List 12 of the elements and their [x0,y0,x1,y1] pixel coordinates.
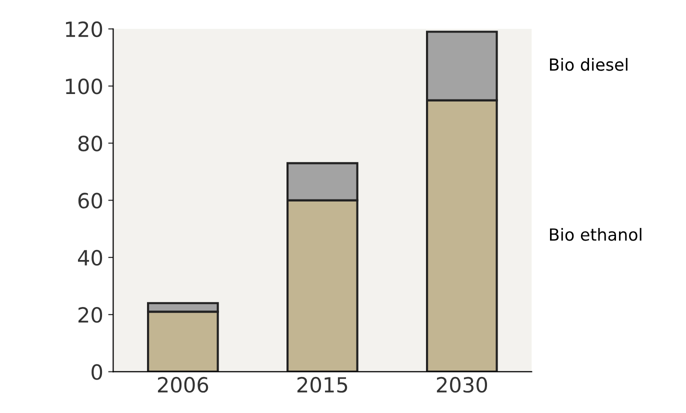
y-tick-label: 60 [78,192,102,209]
y-tick-label: 0 [92,364,102,380]
x-tick-label: 2015 [297,376,348,393]
x-tick-label: 2030 [436,376,488,393]
text: Bio ethanol [550,228,642,241]
y-tick-label: 20 [78,307,102,323]
x-tick-label: 2006 [158,376,208,393]
text: Bio diesel [550,58,628,71]
y-tick-label: 40 [78,250,102,266]
y-tick-label: 120 [66,21,102,38]
y-tick-label: 100 [66,78,102,94]
y-tick-label: 80 [78,136,102,152]
